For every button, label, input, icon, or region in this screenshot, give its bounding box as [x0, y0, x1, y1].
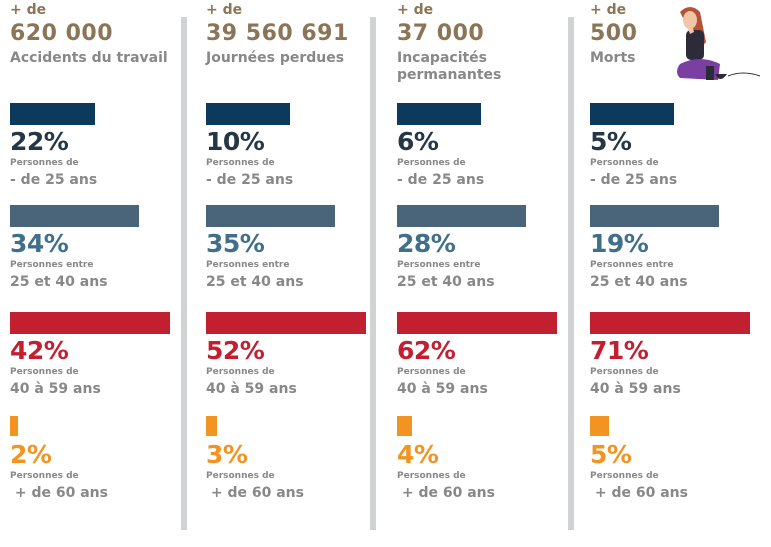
percentage: 19% — [590, 229, 649, 258]
percentage: 52% — [206, 336, 265, 365]
stat-subtitle: Morts — [590, 50, 636, 66]
group-range: - de 25 ans — [206, 172, 294, 188]
group-range: - de 25 ans — [590, 172, 678, 188]
group-label: Personnes de — [10, 367, 79, 377]
group-label: Personnes de — [590, 367, 659, 377]
column-divider — [181, 17, 187, 530]
bar-3 — [10, 416, 18, 436]
bar-1 — [397, 205, 526, 227]
group-label: Personnes de — [590, 471, 659, 481]
stat-number: 37 000 — [397, 21, 485, 46]
percentage: 6% — [397, 127, 439, 156]
percentage: 10% — [206, 127, 265, 156]
bar-1 — [206, 205, 335, 227]
stat-column: + de 37 000 Incapacités permanantes 6% P… — [397, 0, 567, 547]
bar-2 — [590, 312, 750, 334]
kneeling-woman-illustration — [677, 7, 761, 80]
prefix: + de — [206, 2, 243, 18]
group-label: Personnes entre — [397, 260, 481, 270]
bar-1 — [590, 205, 719, 227]
percentage: 5% — [590, 440, 632, 469]
group-range: - de 25 ans — [10, 172, 98, 188]
percentage: 5% — [590, 127, 632, 156]
group-range: + de 60 ans — [590, 485, 688, 501]
bar-0 — [590, 103, 674, 125]
group-range: - de 25 ans — [397, 172, 485, 188]
bar-0 — [397, 103, 481, 125]
stat-number: 39 560 691 — [206, 21, 349, 46]
percentage: 3% — [206, 440, 248, 469]
bar-0 — [206, 103, 290, 125]
group-range: 25 et 40 ans — [10, 274, 108, 290]
percentage: 35% — [206, 229, 265, 258]
bar-3 — [397, 416, 412, 436]
group-range: 40 à 59 ans — [397, 381, 488, 397]
stat-column: + de 39 560 691 Journées perdues 10% Per… — [206, 0, 376, 547]
percentage: 71% — [590, 336, 649, 365]
group-label: Personnes de — [10, 471, 79, 481]
bar-2 — [10, 312, 170, 334]
group-range: + de 60 ans — [397, 485, 495, 501]
stat-column: + de 500 Morts 5% Personnes de - de 25 a… — [590, 0, 760, 547]
group-range: 25 et 40 ans — [206, 274, 304, 290]
bar-3 — [206, 416, 217, 436]
group-range: 40 à 59 ans — [206, 381, 297, 397]
percentage: 62% — [397, 336, 456, 365]
group-range: + de 60 ans — [10, 485, 108, 501]
stat-subtitle: Incapacités permanantes — [397, 50, 502, 83]
stat-number: 500 — [590, 21, 638, 46]
group-label: Personnes de — [590, 158, 659, 168]
group-label: Personnes de — [397, 367, 466, 377]
percentage: 4% — [397, 440, 439, 469]
prefix: + de — [590, 2, 627, 18]
prefix: + de — [10, 2, 47, 18]
prefix: + de — [397, 2, 434, 18]
stat-subtitle: Accidents du travail — [10, 50, 168, 66]
group-label: Personnes entre — [590, 260, 674, 270]
bar-1 — [10, 205, 139, 227]
group-range: 40 à 59 ans — [590, 381, 681, 397]
group-label: Personnes de — [397, 158, 466, 168]
group-label: Personnes de — [206, 471, 275, 481]
group-range: 25 et 40 ans — [397, 274, 495, 290]
bar-2 — [397, 312, 557, 334]
column-divider — [370, 17, 376, 530]
bar-3 — [590, 416, 609, 436]
group-label: Personnes de — [10, 158, 79, 168]
bar-2 — [206, 312, 366, 334]
group-range: + de 60 ans — [206, 485, 304, 501]
percentage: 2% — [10, 440, 52, 469]
group-label: Personnes de — [206, 158, 275, 168]
group-range: 40 à 59 ans — [10, 381, 101, 397]
stat-subtitle: Journées perdues — [206, 50, 345, 66]
percentage: 28% — [397, 229, 456, 258]
bar-0 — [10, 103, 95, 125]
percentage: 34% — [10, 229, 69, 258]
percentage: 42% — [10, 336, 69, 365]
group-label: Personnes de — [397, 471, 466, 481]
column-divider — [568, 17, 574, 530]
percentage: 22% — [10, 127, 69, 156]
group-range: 25 et 40 ans — [590, 274, 688, 290]
group-label: Personnes entre — [206, 260, 290, 270]
group-label: Personnes entre — [10, 260, 94, 270]
group-label: Personnes de — [206, 367, 275, 377]
stat-column: + de 620 000 Accidents du travail 22% Pe… — [10, 0, 180, 547]
stat-number: 620 000 — [10, 21, 114, 46]
